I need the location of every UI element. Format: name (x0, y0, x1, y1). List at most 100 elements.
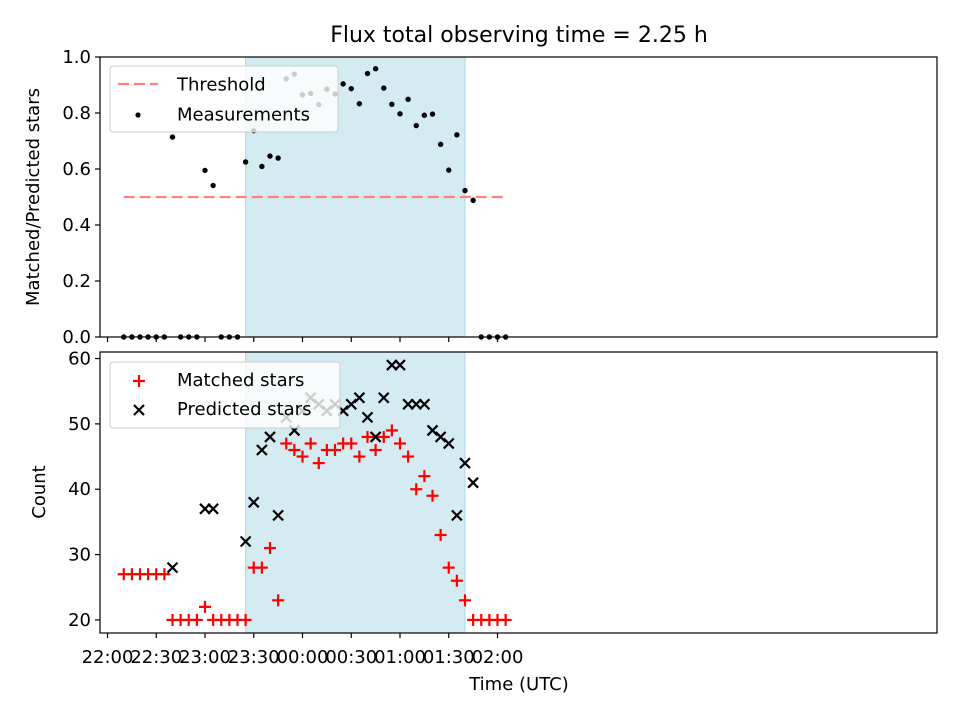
matched-star-marker (385, 424, 398, 437)
bottom-x-tick-label: 01:30 (423, 647, 475, 668)
matched-star-marker (329, 444, 341, 457)
matched-star-marker (369, 444, 382, 457)
top-y-tick-label: 0.4 (62, 215, 91, 236)
measurement-point (454, 132, 460, 138)
predicted-star-marker-b (434, 431, 447, 443)
predicted-star-marker-b (459, 457, 471, 469)
measurement-point (397, 111, 403, 117)
predicted-star-marker (207, 503, 219, 515)
bottom-x-tick-label: 01:00 (374, 647, 426, 668)
matched-star-marker (450, 574, 463, 587)
measurement-point (421, 112, 428, 118)
matched-stars-legend-swatch (133, 375, 145, 387)
predicted-star-marker-b (247, 496, 260, 509)
matched-star-marker (255, 561, 268, 574)
measurement-point (389, 101, 395, 108)
measurement-point (405, 96, 411, 102)
measurement-point (267, 153, 273, 159)
bottom-x-tick-label: 23:00 (179, 647, 231, 668)
matched-star-marker (264, 542, 276, 555)
predicted-star-marker-b (377, 391, 390, 404)
predicted-star-marker (166, 561, 179, 574)
measurement-point (259, 163, 265, 170)
matched-star-marker (239, 613, 252, 626)
x-axis-label: Time (UTC) (468, 674, 569, 695)
predicted-star-marker-b (272, 509, 284, 522)
predicted-star-marker-b (166, 561, 179, 574)
predicted-star-marker-b (451, 509, 463, 522)
matched-star-marker (280, 437, 293, 450)
bottom-legend: Matched stars Predicted stars (109, 361, 341, 429)
bottom-y-ticks: 20 30 40 50 60 (68, 349, 100, 631)
top-legend-box (109, 65, 339, 133)
predicted-star-marker (442, 437, 455, 450)
bottom-y-tick-label: 20 (68, 610, 91, 631)
threshold-legend-label: Threshold (176, 75, 266, 96)
predicted-star-marker-b (467, 476, 479, 489)
measurement-point (356, 101, 363, 107)
matched-star-marker (426, 489, 439, 502)
predicted-star-marker (467, 476, 479, 489)
measurement-point (381, 85, 387, 91)
bottom-x-tick-label: 22:00 (82, 647, 134, 668)
matched-star-marker (361, 430, 374, 443)
matched-star-marker (345, 437, 358, 450)
bottom-y-tick-label: 30 (68, 545, 91, 566)
bottom-y-tick-label: 50 (68, 414, 91, 435)
top-y-tick-label: 0.8 (62, 103, 91, 124)
measurement-point (242, 159, 249, 165)
top-axes-frame (99, 56, 938, 338)
matched-star-marker (288, 444, 301, 457)
bottom-x-tick-label: 22:30 (130, 647, 182, 668)
predicted-star-marker (459, 457, 471, 469)
bottom-x-tick-label: 00:00 (277, 647, 329, 668)
predicted-star-marker-b (345, 398, 358, 411)
predicted-star-marker (272, 509, 284, 522)
predicted-star-marker-b (207, 503, 219, 515)
predicted-star-marker (264, 431, 276, 443)
predicted-star-marker-b (361, 411, 374, 424)
predicted-star-marker-b (369, 431, 382, 443)
measurement-point (470, 197, 476, 204)
measurement-point (275, 155, 281, 161)
matched-star-marker (304, 437, 317, 450)
matched-star-marker (459, 594, 471, 607)
predicted-star-marker (394, 359, 406, 371)
predicted-star-marker-b (239, 535, 252, 548)
predicted-star-marker (247, 496, 260, 509)
matched-star-marker (377, 430, 390, 443)
matched-stars-legend-label: Matched stars (177, 370, 304, 391)
bottom-y-tick-label: 40 (68, 479, 91, 500)
predicted-star-marker (369, 431, 382, 443)
measurement-point (446, 167, 452, 173)
predicted-star-marker (434, 431, 447, 443)
matched-star-marker (418, 470, 431, 483)
top-panel: Flux total observing time = 2.25 h 0.00.… (23, 23, 938, 348)
matched-star-marker (199, 600, 211, 613)
measurement-point (364, 70, 371, 77)
predicted-star-marker (361, 411, 374, 424)
bottom-legend-box (109, 361, 341, 429)
predicted-star-marker (239, 535, 252, 548)
predicted-star-marker (418, 398, 431, 411)
top-y-ticks: 0.0 0.2 0.4 0.6 0.8 1.0 (62, 47, 100, 348)
predicted-star-marker (426, 424, 439, 437)
matched-star-marker (190, 613, 203, 626)
measurement-point (372, 66, 379, 72)
bottom-x-tick-label: 00:30 (325, 647, 377, 668)
predicted-star-marker-b (418, 398, 431, 411)
measurement-point (210, 182, 216, 189)
bottom-y-tick-label: 60 (68, 349, 91, 370)
matched-star-marker (410, 483, 423, 496)
top-y-tick-label: 0.0 (62, 327, 91, 348)
measurements-legend-swatch (135, 112, 141, 118)
top-y-tick-label: 0.2 (62, 271, 91, 292)
predicted-star-marker (353, 391, 366, 404)
bottom-x-tick-label: 02:00 (472, 647, 524, 668)
measurement-point (169, 134, 176, 140)
predicted-star-marker-b (394, 359, 406, 371)
bottom-x-tick-label: 23:30 (228, 647, 280, 668)
predicted-star-marker-b (426, 424, 439, 437)
matched-star-marker (394, 437, 406, 450)
top-y-tick-label: 1.0 (62, 47, 91, 68)
